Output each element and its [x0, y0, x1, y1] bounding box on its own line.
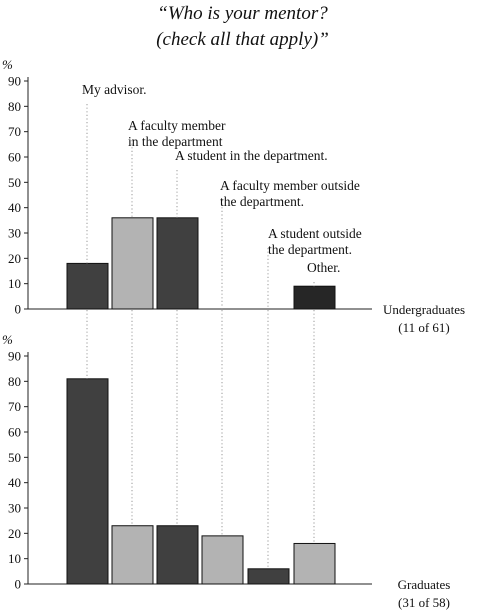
- y-tick-label: 40: [8, 475, 21, 490]
- y-axis-label: %: [2, 332, 13, 347]
- y-tick-label: 20: [8, 251, 21, 266]
- category-label: in the department: [128, 134, 223, 149]
- y-tick-label: 10: [8, 551, 21, 566]
- y-tick-label: 60: [8, 425, 21, 440]
- bar: [293, 285, 336, 310]
- bar: [111, 525, 154, 585]
- y-tick-label: 0: [15, 577, 22, 592]
- y-tick-label: 10: [8, 276, 21, 291]
- bar: [247, 568, 290, 585]
- group-label-line-2: (11 of 61): [398, 320, 450, 335]
- bar: [156, 525, 199, 585]
- group-label-line-1: Graduates: [398, 577, 451, 592]
- y-tick-label: 90: [8, 349, 21, 364]
- y-tick-label: 80: [8, 99, 21, 114]
- y-axis-label: %: [2, 57, 13, 72]
- y-tick-label: 50: [8, 175, 21, 190]
- y-tick-label: 40: [8, 200, 21, 215]
- y-tick-label: 0: [15, 302, 22, 317]
- category-label: Other.: [307, 260, 340, 275]
- bar: [111, 217, 154, 310]
- bar: [66, 262, 109, 310]
- y-tick-label: 70: [8, 399, 21, 414]
- category-label: A faculty member: [128, 118, 226, 133]
- bar: [156, 217, 199, 310]
- group-label-line-2: (31 of 58): [398, 595, 450, 610]
- bar: [201, 535, 244, 585]
- category-label: the department.: [220, 194, 304, 209]
- category-label: A student outside: [268, 226, 362, 241]
- group-label-line-1: Undergraduates: [383, 302, 465, 317]
- y-tick-label: 90: [8, 74, 21, 89]
- category-label: My advisor.: [82, 82, 147, 97]
- y-tick-label: 50: [8, 450, 21, 465]
- category-label: the department.: [268, 242, 352, 257]
- chart-title-line-1: “Who is your mentor?: [157, 3, 328, 24]
- category-label: A student in the department.: [175, 148, 328, 163]
- y-tick-label: 30: [8, 226, 21, 241]
- y-tick-label: 20: [8, 526, 21, 541]
- bar: [66, 378, 109, 585]
- category-label: A faculty member outside: [220, 178, 360, 193]
- y-tick-label: 60: [8, 150, 21, 165]
- bar: [293, 542, 336, 585]
- y-tick-label: 70: [8, 124, 21, 139]
- y-tick-label: 80: [8, 374, 21, 389]
- y-tick-label: 30: [8, 501, 21, 516]
- chart-title-line-2: (check all that apply)”: [156, 29, 329, 50]
